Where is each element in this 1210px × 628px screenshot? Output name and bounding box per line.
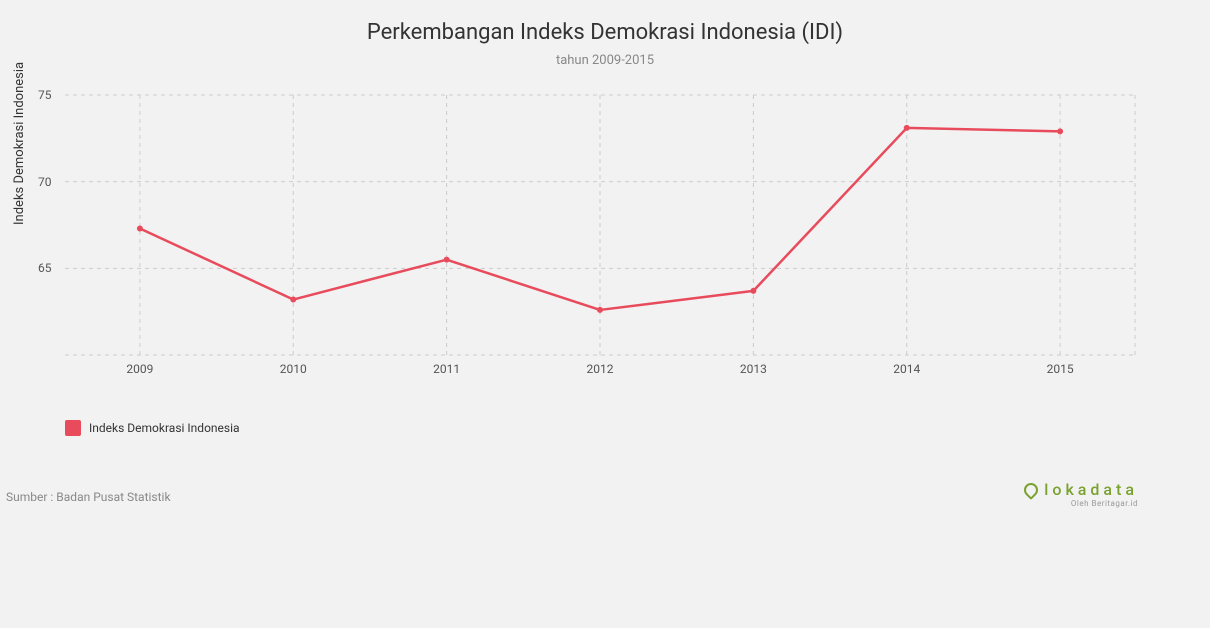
brand-logo: lokadata Oleh Beritagar.id bbox=[1024, 482, 1138, 508]
y-tick-label: 75 bbox=[38, 88, 52, 102]
y-axis-label: Indeks Demokrasi Indonesia bbox=[12, 62, 27, 225]
source-text: Sumber : Badan Pusat Statistik bbox=[6, 490, 171, 504]
x-tick-label: 2011 bbox=[433, 362, 460, 376]
chart-container: Perkembangan Indeks Demokrasi Indonesia … bbox=[0, 0, 1210, 628]
x-tick-label: 2014 bbox=[893, 362, 920, 376]
plot-area bbox=[65, 95, 1135, 355]
data-point bbox=[1057, 128, 1063, 134]
x-tick-label: 2010 bbox=[280, 362, 307, 376]
legend: Indeks Demokrasi Indonesia bbox=[65, 420, 240, 436]
data-point bbox=[444, 257, 450, 263]
x-tick-label: 2012 bbox=[587, 362, 614, 376]
data-point bbox=[904, 125, 910, 131]
data-point bbox=[290, 297, 296, 303]
y-tick-label: 70 bbox=[38, 175, 52, 189]
brand-sub: Oleh Beritagar.id bbox=[1024, 500, 1138, 508]
data-point bbox=[597, 307, 603, 313]
brand-main: lokadata bbox=[1024, 482, 1138, 498]
chart-title: Perkembangan Indeks Demokrasi Indonesia … bbox=[0, 0, 1210, 45]
x-tick-label: 2009 bbox=[126, 362, 153, 376]
data-point bbox=[137, 225, 143, 231]
x-tick-label: 2013 bbox=[740, 362, 767, 376]
y-tick-label: 65 bbox=[38, 261, 52, 275]
line-chart-svg bbox=[65, 95, 1135, 355]
chart-subtitle: tahun 2009-2015 bbox=[0, 53, 1210, 68]
data-point bbox=[750, 288, 756, 294]
brand-text: lokadata bbox=[1044, 482, 1138, 498]
legend-swatch bbox=[65, 420, 81, 436]
legend-label: Indeks Demokrasi Indonesia bbox=[89, 421, 240, 435]
leaf-icon bbox=[1021, 480, 1041, 500]
x-tick-label: 2015 bbox=[1047, 362, 1074, 376]
